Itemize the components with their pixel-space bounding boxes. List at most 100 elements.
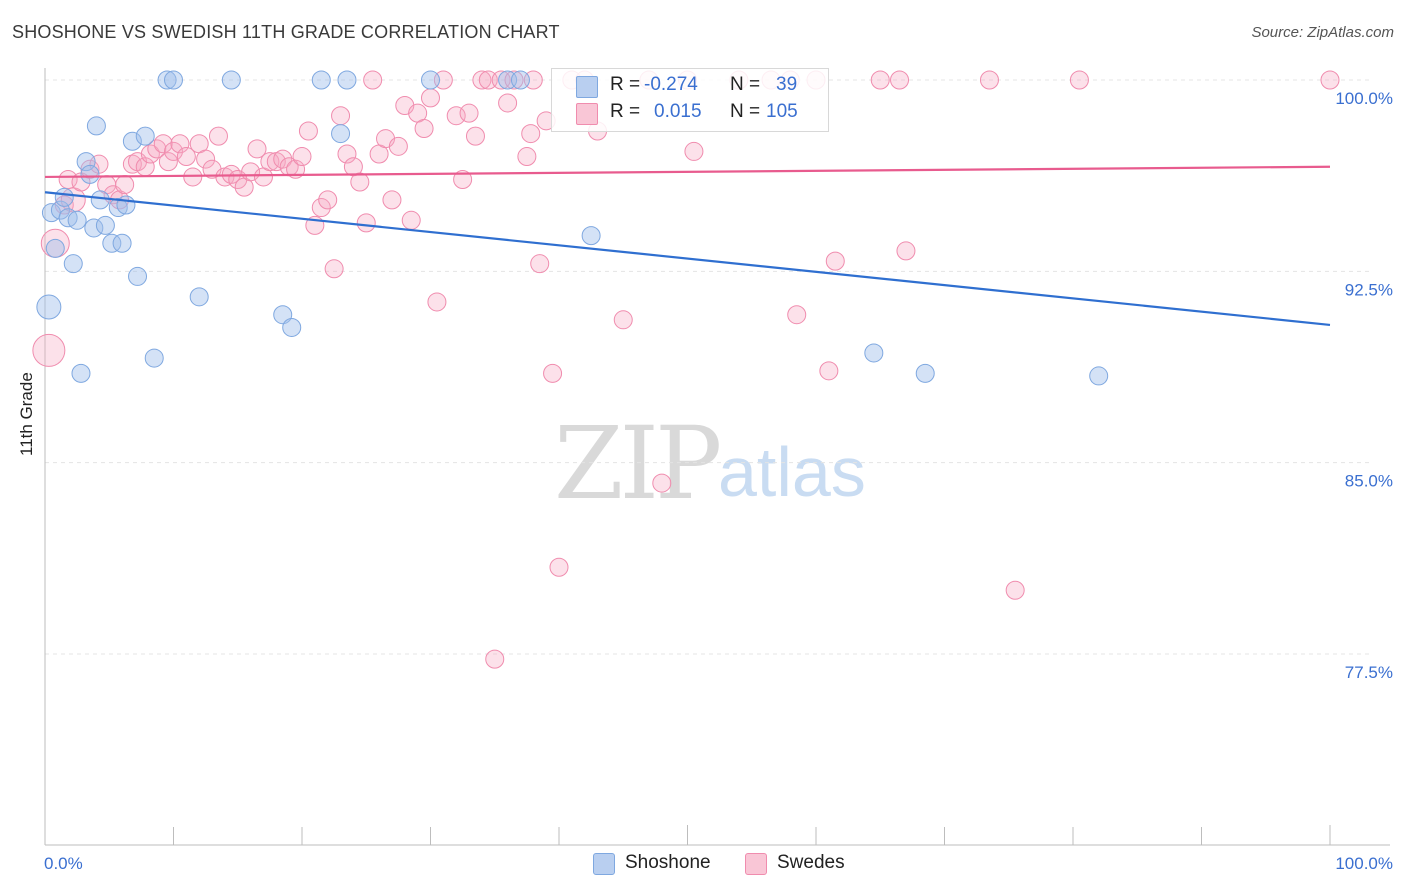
shoshone-point [581, 226, 601, 246]
shoshone-point [421, 70, 440, 90]
swedes-point [819, 361, 839, 381]
swedes-point [1320, 70, 1340, 90]
swedes-point [421, 88, 440, 108]
watermark-atlas: atlas [718, 433, 866, 511]
swedes-point [465, 126, 485, 146]
swedes-point [517, 147, 537, 167]
correlation-legend: R = -0.274 N = 39 R = 0.015 N = 105 [551, 68, 829, 132]
swedes-point [684, 141, 704, 161]
swedes-trend-line [44, 165, 1331, 179]
y-tick-label: 77.5% [1345, 663, 1393, 682]
shoshone-swatch [576, 76, 598, 98]
swedes-point [158, 152, 178, 172]
swedes-point [273, 149, 293, 169]
swedes-point [825, 251, 845, 271]
y-tick-label: 85.0% [1345, 472, 1393, 491]
swedes-point [382, 190, 402, 210]
swedes-point [164, 141, 183, 161]
shoshone-point [221, 70, 241, 90]
swedes-point [208, 126, 228, 146]
swedes-point [32, 333, 66, 367]
y-tick-label: 92.5% [1345, 280, 1393, 299]
swedes-point [549, 557, 569, 577]
shoshone-point [36, 294, 62, 320]
swedes-point [183, 167, 203, 187]
legend-n-label: N = [730, 101, 761, 122]
legend-n-value: 105 [766, 101, 798, 122]
shoshone-point [71, 363, 91, 383]
shoshone-point [112, 233, 132, 253]
shoshone-point [1089, 366, 1109, 386]
legend-r-value: 0.015 [654, 101, 702, 122]
shoshone-point [102, 233, 122, 253]
shoshone-point [331, 124, 351, 144]
shoshone-point [915, 363, 935, 383]
swedes-point [530, 254, 550, 274]
swedes-point [787, 305, 807, 325]
legend-r-value: -0.274 [644, 74, 698, 95]
swedes-point [459, 103, 479, 123]
swedes-point [453, 169, 473, 189]
swedes-point [613, 310, 633, 330]
swedes-point [363, 70, 383, 90]
swedes-point [140, 144, 160, 164]
swedes-point [543, 363, 563, 383]
x-tick-label: 100.0% [1335, 854, 1393, 873]
y-tick-label: 100.0% [1335, 89, 1393, 108]
shoshone-point [337, 70, 357, 90]
swedes-point [337, 144, 357, 164]
shoshone-point [54, 187, 74, 207]
swedes-legend-swatch [745, 853, 767, 875]
chart-title: SHOSHONE VS SWEDISH 11TH GRADE CORRELATI… [12, 22, 560, 42]
shoshone-point [84, 218, 104, 238]
shoshone-point [45, 238, 65, 258]
x-tick-label: 0.0% [44, 854, 83, 873]
swedes-point [979, 70, 999, 90]
swedes-point [286, 159, 306, 179]
swedes-point [870, 70, 890, 90]
swedes-point [401, 210, 421, 230]
swedes-point [196, 149, 216, 169]
shoshone-point [510, 70, 530, 90]
swedes-point [388, 136, 408, 156]
swedes-swatch [576, 103, 598, 125]
swedes-point [1069, 70, 1089, 90]
swedes-point [890, 70, 910, 90]
swedes-point [324, 259, 344, 279]
shoshone-point [63, 254, 83, 274]
shoshone-point [95, 215, 115, 235]
swedes-point [472, 70, 492, 90]
shoshone-point [164, 70, 183, 90]
swedes-point [247, 139, 267, 159]
swedes-point [318, 190, 338, 210]
swedes-point [504, 70, 524, 90]
source-label: Source: ZipAtlas.com [1251, 24, 1394, 41]
swedes-point [311, 198, 331, 218]
y-axis-label: 11th Grade [17, 372, 36, 456]
swedes-point [485, 649, 505, 669]
swedes-point [153, 134, 173, 154]
shoshone-point [122, 131, 142, 151]
shoshone-point [50, 200, 70, 220]
swedes-point [652, 473, 672, 493]
shoshone-point [157, 70, 177, 90]
shoshone-point [90, 190, 110, 210]
legend-n-label: N = [730, 74, 761, 95]
shoshone-point [128, 266, 148, 286]
swedes-point [414, 118, 434, 138]
swedes-point [427, 292, 447, 312]
shoshone-trend-line [44, 191, 1331, 327]
watermark-zip: ZIP [554, 405, 722, 522]
shoshone-point [67, 210, 87, 230]
shoshone-point [189, 287, 209, 307]
shoshone-point [108, 198, 128, 218]
shoshone-point [135, 126, 155, 146]
shoshone-point [144, 348, 164, 368]
shoshone-point [76, 152, 96, 172]
swedes-point [176, 147, 196, 167]
swedes-point [331, 106, 351, 126]
shoshone-point [116, 195, 136, 215]
swedes-point [292, 147, 312, 167]
swedes-point [521, 124, 541, 144]
